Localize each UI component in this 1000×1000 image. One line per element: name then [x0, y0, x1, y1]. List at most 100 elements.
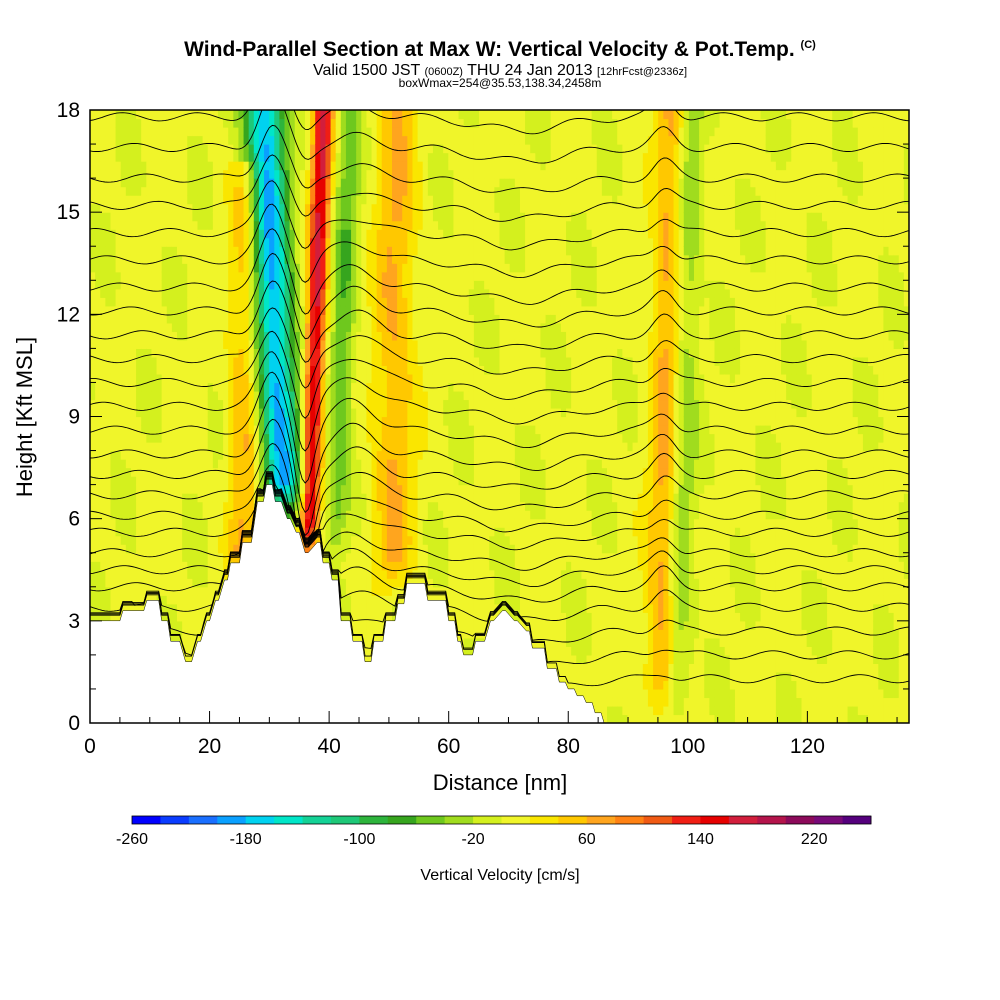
velocity-cell: [397, 314, 403, 324]
velocity-cell: [115, 288, 122, 298]
velocity-cell: [294, 169, 301, 179]
velocity-cell: [105, 459, 112, 469]
velocity-cell: [110, 169, 117, 179]
velocity-cell: [243, 416, 250, 426]
velocity-cell: [238, 169, 245, 179]
velocity-cell: [330, 305, 337, 315]
velocity-cell: [120, 578, 127, 588]
velocity-cell: [381, 407, 388, 418]
velocity-cell: [238, 178, 245, 188]
velocity-cell: [95, 212, 101, 222]
velocity-cell: [402, 399, 408, 409]
velocity-cell: [182, 271, 188, 281]
velocity-cell: [269, 237, 275, 247]
velocity-cell: [166, 144, 173, 154]
velocity-cell: [90, 212, 96, 222]
velocity-cell: [340, 356, 347, 367]
velocity-cell: [392, 339, 398, 349]
velocity-cell: [207, 348, 214, 358]
velocity-cell: [427, 152, 434, 162]
velocity-cell: [233, 127, 240, 137]
velocity-cell: [402, 271, 408, 281]
velocity-cell: [427, 186, 434, 196]
velocity-cell: [156, 569, 163, 579]
velocity-cell: [310, 220, 316, 230]
velocity-cell: [130, 433, 137, 443]
velocity-cell: [432, 212, 439, 222]
velocity-cell: [197, 459, 204, 469]
velocity-cell: [187, 595, 193, 605]
velocity-cell: [238, 212, 245, 222]
velocity-cell: [417, 544, 424, 554]
velocity-cell: [110, 212, 117, 222]
velocity-cell: [151, 425, 158, 435]
velocity-cell: [356, 169, 362, 179]
velocity-cell: [115, 603, 122, 613]
velocity-cell: [238, 203, 245, 213]
velocity-cell: [233, 407, 240, 418]
velocity-cell: [130, 288, 137, 298]
velocity-cell: [151, 433, 158, 443]
velocity-cell: [330, 433, 337, 443]
velocity-cell: [161, 416, 168, 426]
velocity-cell: [171, 561, 178, 571]
velocity-cell: [253, 459, 260, 469]
velocity-cell: [217, 212, 224, 222]
velocity-cell: [243, 305, 250, 315]
velocity-cell: [238, 271, 245, 281]
velocity-cell: [279, 161, 286, 171]
velocity-cell: [315, 254, 321, 264]
velocity-cell: [417, 382, 424, 392]
velocity-cell: [223, 305, 229, 315]
velocity-cell: [90, 254, 96, 264]
velocity-cell: [438, 390, 444, 401]
velocity-cell: [187, 603, 193, 613]
velocity-cell: [177, 118, 183, 128]
velocity-cell: [171, 433, 178, 443]
velocity-cell: [228, 331, 234, 341]
velocity-cell: [130, 450, 137, 460]
velocity-cell: [223, 433, 229, 443]
velocity-cell: [438, 178, 444, 188]
velocity-cell: [351, 118, 357, 128]
velocity-cell: [125, 399, 132, 409]
velocity-cell: [289, 314, 296, 324]
velocity-cell: [212, 510, 219, 520]
velocity-cell: [351, 416, 357, 426]
velocity-cell: [136, 348, 142, 358]
velocity-cell: [130, 118, 137, 128]
velocity-cell: [125, 459, 132, 469]
velocity-cell: [146, 186, 153, 196]
velocity-cell: [422, 297, 429, 307]
velocity-cell: [223, 356, 229, 367]
velocity-cell: [274, 314, 280, 324]
velocity-cell: [258, 186, 265, 196]
velocity-cell: [422, 305, 429, 315]
velocity-cell: [95, 297, 101, 307]
velocity-cell: [171, 263, 178, 273]
velocity-cell: [161, 390, 168, 401]
velocity-cell: [90, 612, 96, 622]
velocity-cell: [207, 297, 214, 307]
velocity-cell: [376, 229, 383, 239]
velocity-cell: [130, 373, 137, 384]
velocity-cell: [325, 390, 332, 401]
velocity-cell: [90, 169, 96, 179]
velocity-cell: [274, 399, 280, 409]
velocity-cell: [381, 561, 388, 571]
velocity-cell: [115, 552, 122, 562]
velocity-cell: [269, 382, 275, 392]
velocity-cell: [422, 135, 429, 145]
velocity-cell: [125, 390, 132, 401]
velocity-cell: [366, 467, 373, 477]
velocity-cell: [197, 118, 204, 128]
velocity-cell: [233, 220, 240, 230]
velocity-cell: [320, 484, 327, 494]
velocity-cell: [141, 442, 147, 452]
velocity-cell: [397, 467, 403, 477]
velocity-cell: [166, 407, 173, 418]
velocity-cell: [289, 144, 296, 154]
velocity-cell: [115, 493, 122, 503]
velocity-cell: [417, 161, 424, 171]
velocity-cell: [325, 433, 332, 443]
